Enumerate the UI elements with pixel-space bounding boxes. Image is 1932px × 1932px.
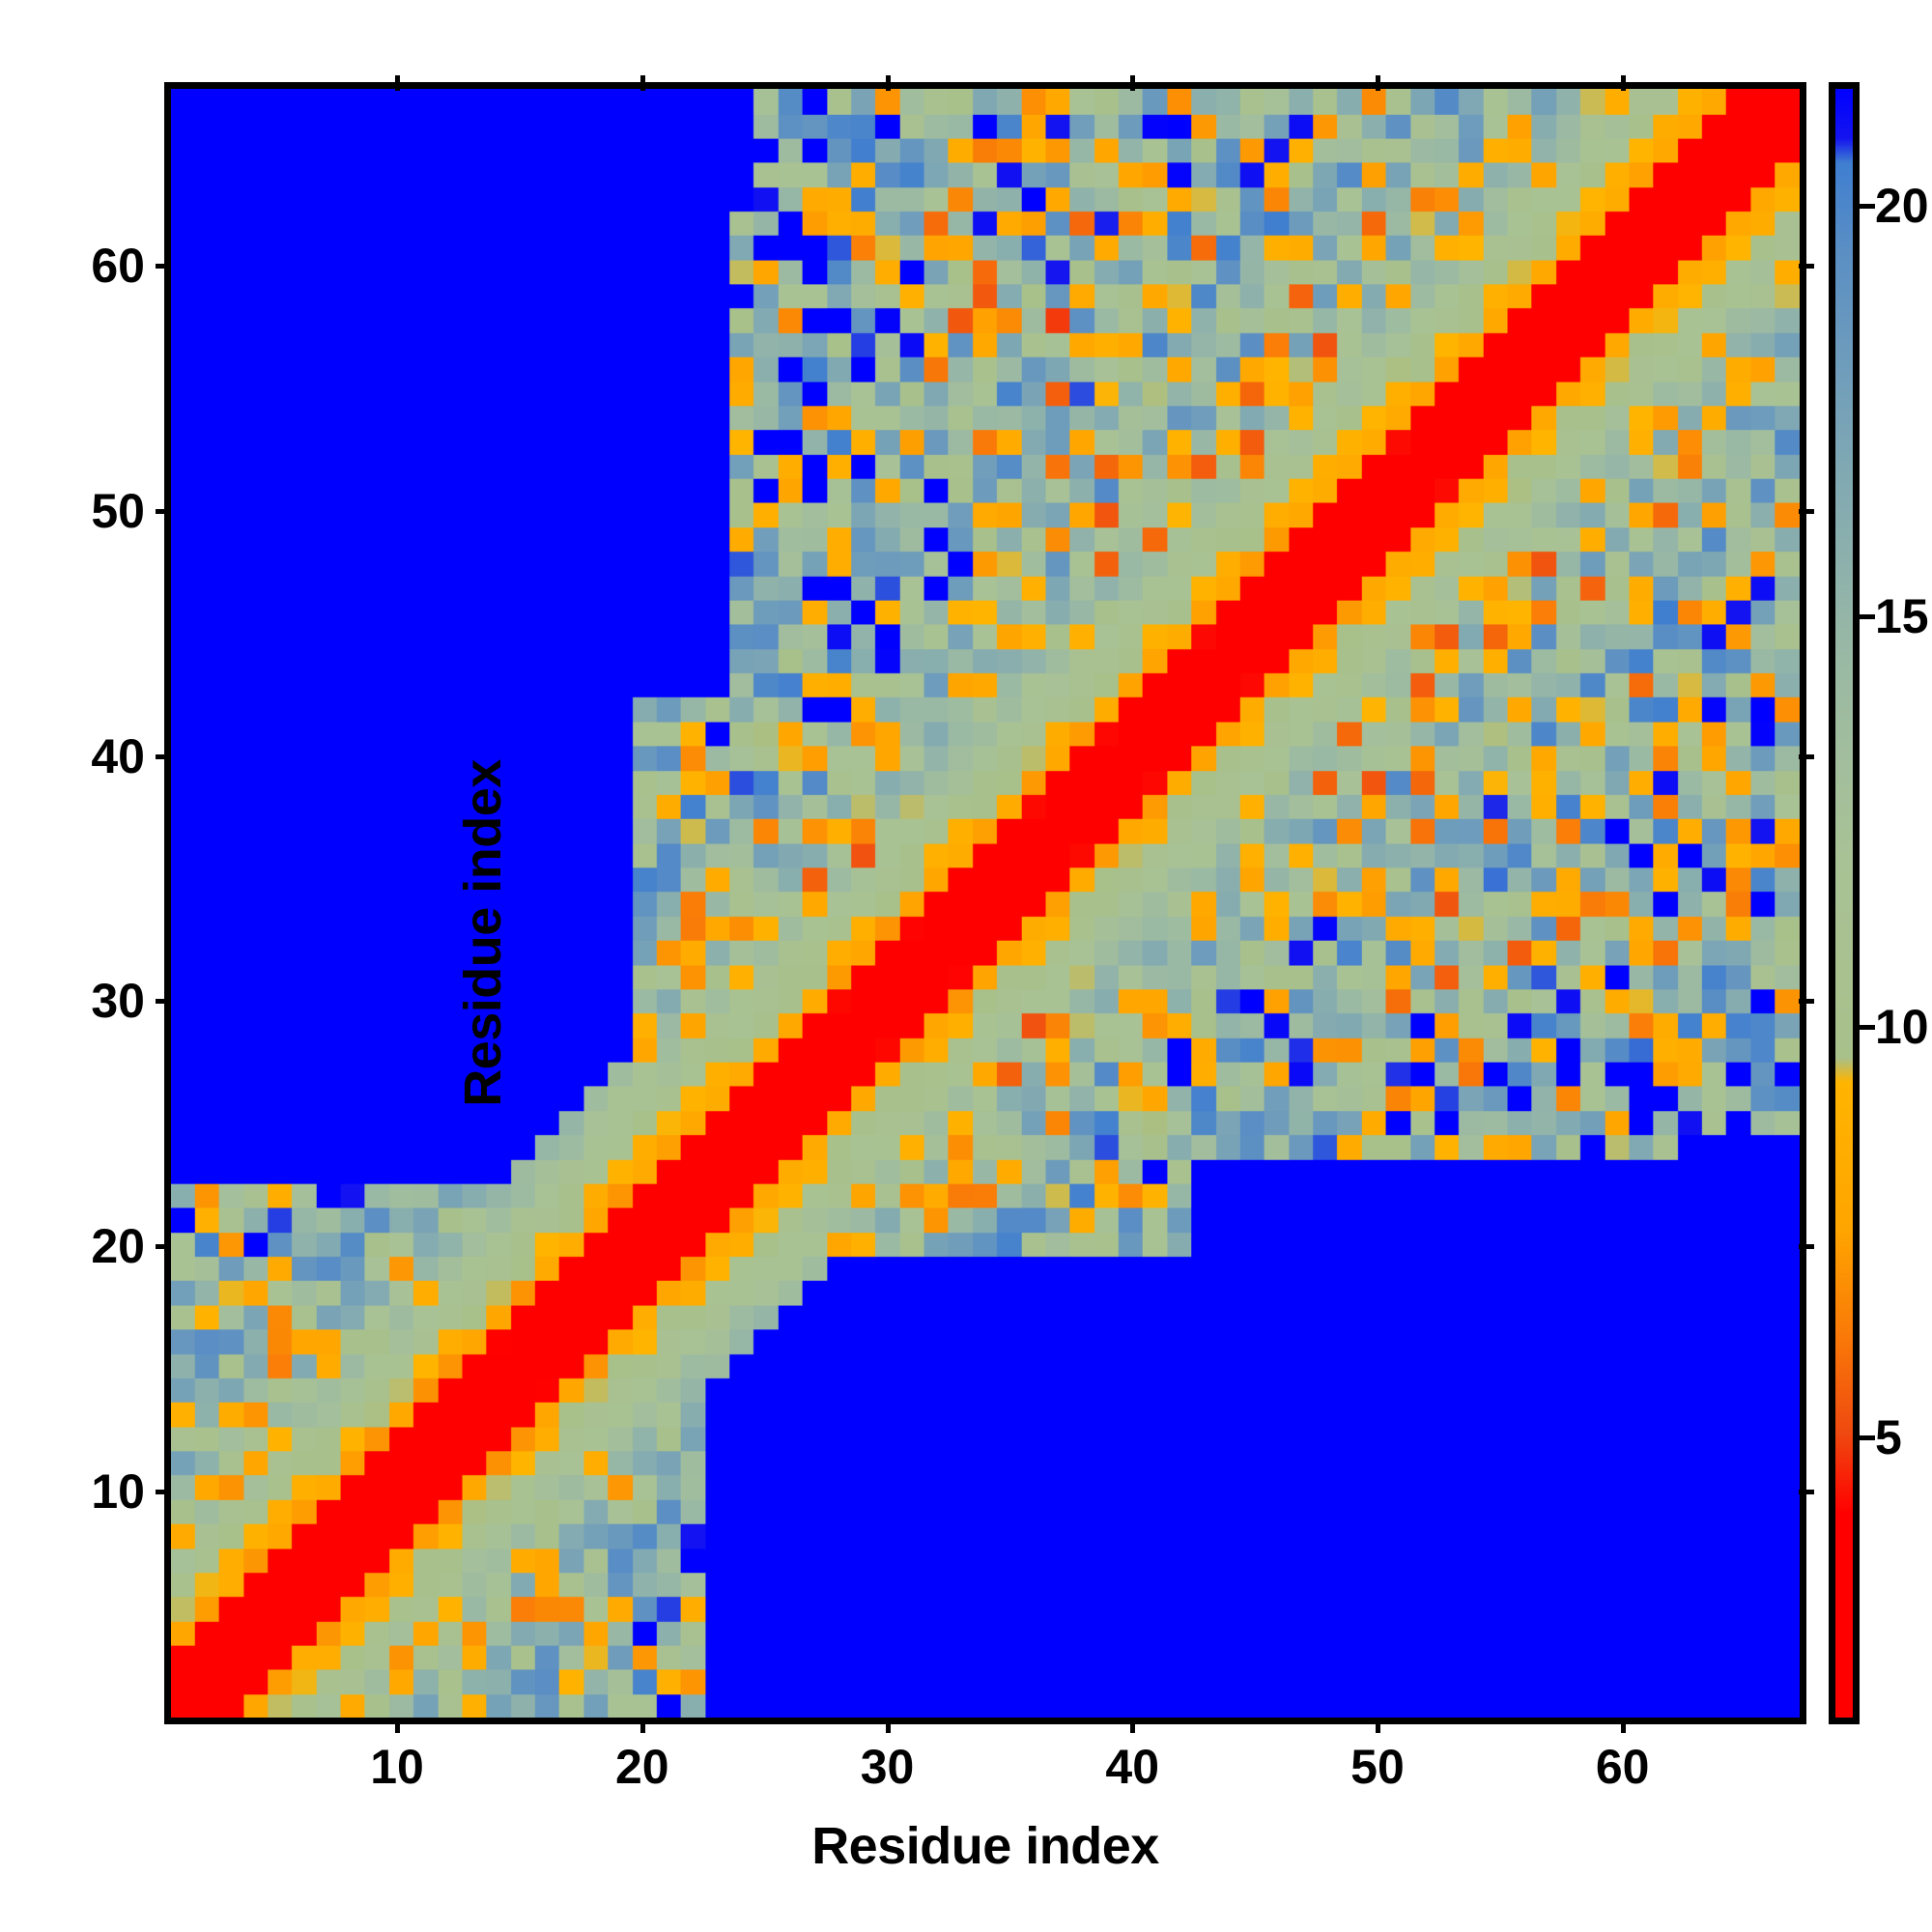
x-tick-label: 20 <box>614 1740 669 1794</box>
heatmap-canvas <box>171 89 1800 1718</box>
y-tick-label: 20 <box>91 1219 145 1274</box>
x-tick-label: 60 <box>1595 1740 1650 1794</box>
y-tick-mark <box>156 753 171 759</box>
y-tick-mark <box>156 999 171 1005</box>
heatmap-plot-area <box>164 82 1806 1724</box>
colorbar-tick-mark <box>1860 1024 1875 1030</box>
colorbar-tick-label: 15 <box>1875 588 1929 643</box>
y-tick-label: 60 <box>91 239 145 294</box>
y-tick-mark <box>156 509 171 515</box>
y-tick-mark-right <box>1799 1489 1814 1494</box>
x-tick-mark <box>639 1718 645 1733</box>
x-tick-label: 50 <box>1350 1740 1405 1794</box>
colorbar-gradient <box>1835 89 1853 1718</box>
x-tick-mark <box>885 1718 891 1733</box>
x-tick-mark-top <box>1130 75 1136 91</box>
y-tick-mark-right <box>1799 999 1814 1005</box>
x-tick-mark-top <box>1375 75 1380 91</box>
x-tick-mark-top <box>395 75 401 91</box>
colorbar-tick-mark <box>1860 1435 1875 1440</box>
y-tick-mark-right <box>1799 509 1814 515</box>
y-tick-mark-right <box>1799 753 1814 759</box>
y-tick-mark <box>156 1489 171 1494</box>
y-tick-mark-right <box>1799 1244 1814 1250</box>
x-tick-mark-top <box>639 75 645 91</box>
colorbar-tick-label: 10 <box>1875 999 1929 1054</box>
colorbar-tick-mark <box>1860 613 1875 619</box>
colorbar-tick-label: 5 <box>1875 1409 1902 1464</box>
y-tick-label: 10 <box>91 1463 145 1519</box>
x-tick-mark <box>1130 1718 1136 1733</box>
x-tick-mark <box>1620 1718 1626 1733</box>
colorbar-tick-mark <box>1860 203 1875 209</box>
y-tick-mark <box>156 264 171 270</box>
x-tick-mark-top <box>885 75 891 91</box>
x-axis-title: Residue index <box>811 1817 1159 1875</box>
x-tick-label: 40 <box>1105 1740 1160 1794</box>
y-tick-label: 40 <box>91 728 145 783</box>
x-tick-mark <box>1375 1718 1380 1733</box>
colorbar <box>1829 82 1860 1724</box>
y-tick-label: 30 <box>91 974 145 1029</box>
x-tick-mark-top <box>1620 75 1626 91</box>
y-tick-label: 50 <box>91 484 145 539</box>
x-tick-label: 30 <box>860 1740 915 1794</box>
x-tick-mark <box>395 1718 401 1733</box>
y-tick-mark <box>156 1244 171 1250</box>
y-tick-mark-right <box>1799 264 1814 270</box>
colorbar-tick-label: 20 <box>1875 178 1929 233</box>
x-tick-label: 10 <box>370 1740 424 1794</box>
y-axis-title: Residue index <box>454 759 512 1107</box>
